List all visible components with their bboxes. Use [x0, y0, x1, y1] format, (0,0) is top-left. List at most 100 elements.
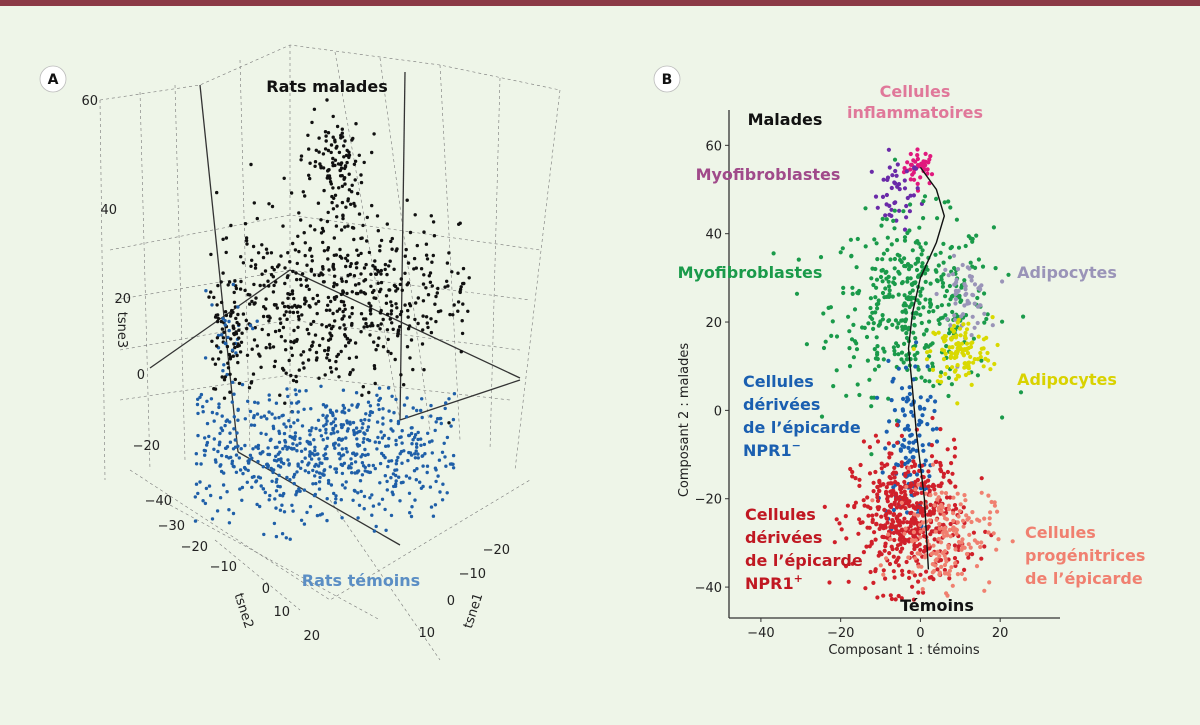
b-point	[952, 323, 957, 328]
a-point-temoin	[212, 447, 216, 451]
a-point-malade	[239, 279, 243, 284]
b-point	[901, 396, 906, 401]
a-point-temoin	[340, 463, 345, 468]
a-point-temoin	[370, 513, 374, 517]
b-point	[939, 564, 944, 570]
a-point-malade	[296, 304, 300, 308]
b-point	[939, 370, 944, 375]
a-point-mixed	[213, 362, 218, 366]
b-point	[902, 186, 908, 191]
a-point-temoin	[394, 397, 398, 402]
a-point-malade	[294, 374, 298, 379]
a-point-temoin	[315, 452, 319, 456]
a-point-temoin	[288, 537, 292, 541]
a-point-temoin	[296, 410, 300, 414]
b-point	[949, 382, 955, 387]
a-point-temoin	[274, 480, 278, 484]
a-point-temoin	[302, 407, 306, 411]
b-point	[912, 353, 917, 358]
b-point	[940, 550, 945, 556]
a-point-malade	[346, 273, 350, 278]
b-point	[899, 386, 905, 391]
b-point	[871, 489, 876, 494]
a-point-temoin	[256, 401, 260, 405]
b-point	[856, 531, 861, 536]
b-point	[942, 200, 947, 205]
b-point	[883, 286, 888, 291]
a-point-malade	[381, 317, 385, 322]
a-point-malade	[295, 261, 299, 266]
a-point-temoin	[333, 417, 337, 421]
a-point-malade	[216, 316, 220, 321]
b-point	[957, 295, 962, 300]
b-point	[908, 524, 913, 529]
b-point	[834, 368, 839, 373]
a-point-temoin	[439, 421, 443, 426]
b-point	[912, 516, 917, 521]
a-point-temoin	[299, 466, 303, 470]
b-point	[845, 503, 851, 508]
a-point-malade	[422, 230, 426, 234]
a-point-malade	[339, 299, 344, 304]
a-point-temoin	[344, 446, 348, 451]
a-point-temoin	[323, 447, 327, 451]
b-x-tick-label: −20	[827, 626, 854, 641]
b-point	[942, 571, 948, 576]
a-point-malade	[348, 370, 353, 375]
a-point-malade	[376, 270, 381, 274]
a-point-malade	[345, 336, 350, 341]
b-point	[967, 266, 972, 271]
b-point	[952, 543, 958, 548]
b-point	[889, 398, 894, 403]
a-point-malade	[301, 350, 306, 354]
b-point	[882, 548, 887, 553]
a-point-temoin	[378, 481, 382, 485]
b-point	[884, 429, 889, 434]
b-point	[889, 489, 894, 494]
a-point-temoin	[433, 503, 438, 507]
a-point-temoin	[443, 455, 447, 459]
a-point-malade	[395, 306, 399, 310]
axis-line-floor-right	[399, 379, 521, 421]
b-trajectory-line	[907, 166, 946, 570]
a-point-malade	[388, 317, 392, 321]
b-point	[928, 281, 933, 286]
a-point-malade	[303, 253, 307, 258]
a-point-malade	[403, 303, 407, 307]
a-point-malade	[244, 238, 249, 243]
b-point	[943, 371, 948, 377]
b-point	[959, 298, 964, 303]
b-point	[904, 335, 910, 341]
a-point-temoin	[330, 411, 334, 415]
b-point	[886, 532, 891, 537]
a-point-temoin	[389, 476, 393, 480]
a-point-temoin	[375, 447, 379, 451]
a-point-malade	[374, 272, 379, 276]
b-point	[902, 540, 907, 546]
b-point	[913, 336, 918, 341]
a-point-malade	[269, 251, 274, 255]
a-point-temoin	[360, 461, 365, 465]
b-point	[953, 561, 958, 566]
a-point-mixed	[251, 372, 256, 376]
b-point	[908, 202, 913, 207]
a-point-temoin	[352, 432, 356, 437]
a-point-temoin	[449, 462, 454, 466]
a-point-temoin	[264, 432, 268, 436]
a-point-malade	[300, 313, 304, 317]
a-point-malade	[327, 323, 332, 327]
a-point-temoin	[300, 460, 304, 464]
a-point-malade	[340, 279, 344, 283]
a-point-temoin	[313, 492, 317, 497]
b-point	[902, 427, 908, 432]
b-point	[971, 360, 976, 365]
b-y-axis-label: Composant 2 : malades	[677, 343, 692, 497]
a-point-malade	[308, 246, 312, 251]
a-point-temoin	[384, 444, 388, 448]
a-point-malade	[259, 365, 263, 369]
b-point	[901, 209, 906, 214]
b-point	[890, 471, 895, 476]
a-point-malade	[359, 290, 363, 294]
a-point-malade	[274, 303, 278, 307]
